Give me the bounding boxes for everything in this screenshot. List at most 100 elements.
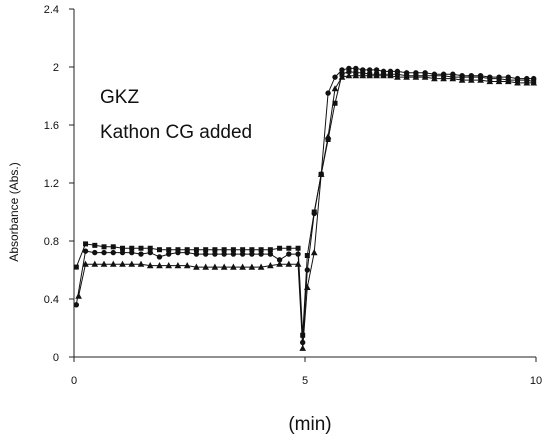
data-point-circle	[212, 251, 218, 257]
data-point-triangle	[468, 76, 475, 83]
data-point-circle	[346, 65, 352, 72]
data-point-circle	[353, 65, 359, 72]
data-point-triangle	[458, 76, 466, 83]
data-point-triangle	[366, 72, 373, 79]
data-point-triangle	[495, 77, 503, 85]
data-point-triangle	[230, 263, 237, 270]
y-tick-label: 0.4	[44, 294, 59, 306]
data-point-circle	[129, 249, 135, 256]
data-point-triangle	[285, 260, 293, 267]
data-point-square	[286, 245, 292, 251]
data-point-circle	[258, 251, 264, 257]
data-point-triangle	[477, 76, 484, 83]
series-square	[73, 68, 537, 338]
series-line	[75, 70, 534, 336]
data-point-triangle	[248, 263, 256, 270]
data-point-circle	[332, 74, 338, 80]
data-point-circle	[524, 75, 530, 82]
data-point-triangle	[146, 262, 154, 269]
data-point-circle	[221, 251, 227, 257]
data-point-circle	[505, 74, 511, 80]
data-point-triangle	[403, 73, 410, 80]
data-point-circle	[110, 249, 116, 256]
data-point-triangle	[394, 73, 401, 80]
y-tick-label: 1.6	[44, 120, 59, 132]
data-point-triangle	[530, 79, 537, 86]
data-point-circle	[339, 67, 345, 73]
data-point-square	[156, 247, 162, 253]
data-point-square	[73, 264, 79, 270]
data-point-triangle	[119, 260, 126, 267]
data-point-circle	[403, 70, 410, 76]
data-point-square	[221, 247, 227, 253]
data-point-circle	[468, 73, 475, 79]
data-point-circle	[450, 71, 456, 77]
data-point-circle	[267, 251, 274, 257]
y-axis-label: Absorbance (Abs.)	[7, 162, 21, 261]
series-circle	[73, 65, 537, 346]
data-point-circle	[156, 254, 163, 260]
data-point-circle	[239, 251, 246, 257]
data-point-square	[332, 100, 338, 106]
data-point-triangle	[128, 260, 136, 267]
data-point-circle	[138, 251, 144, 257]
data-point-triangle	[338, 73, 346, 80]
data-point-triangle	[523, 79, 531, 86]
series-line	[78, 75, 534, 349]
data-point-triangle	[100, 260, 108, 267]
data-point-triangle	[174, 262, 182, 269]
data-point-triangle	[352, 72, 360, 79]
x-axis-label: (min)	[288, 414, 331, 435]
data-point-square	[83, 241, 89, 247]
data-point-square	[110, 244, 116, 250]
data-point-circle	[286, 251, 292, 257]
data-point-circle	[373, 67, 380, 73]
data-point-circle	[119, 249, 126, 256]
data-point-triangle	[75, 292, 82, 299]
data-point-square	[212, 247, 218, 253]
y-tick-label: 2	[53, 62, 59, 74]
data-point-square	[277, 245, 283, 251]
data-point-circle	[82, 248, 89, 254]
data-point-circle	[311, 210, 317, 217]
data-point-triangle	[421, 73, 429, 80]
data-point-triangle	[431, 75, 438, 82]
data-point-triangle	[486, 77, 494, 85]
data-point-circle	[202, 251, 209, 257]
data-point-circle	[249, 251, 255, 257]
data-point-circle	[387, 68, 394, 75]
data-point-circle	[230, 251, 237, 257]
data-point-square	[184, 247, 190, 253]
data-point-triangle	[310, 249, 318, 256]
x-tick-label: 10	[530, 375, 542, 387]
data-point-square	[175, 247, 181, 253]
data-point-circle	[295, 251, 301, 257]
data-point-triangle	[156, 262, 163, 269]
data-point-square	[240, 247, 246, 253]
data-point-circle	[422, 70, 428, 76]
data-point-triangle	[317, 170, 325, 177]
data-point-square	[193, 247, 199, 253]
data-point-circle	[101, 249, 107, 256]
data-point-triangle	[276, 260, 283, 267]
data-point-circle	[147, 249, 153, 256]
data-point-square	[325, 137, 331, 142]
data-point-triangle	[91, 260, 99, 267]
data-point-circle	[175, 249, 181, 256]
data-point-circle	[413, 70, 419, 76]
data-point-triangle	[514, 79, 521, 86]
data-point-circle	[92, 249, 98, 256]
data-point-triangle	[387, 72, 394, 79]
y-tick-label: 1.2	[44, 178, 59, 190]
data-point-square	[129, 245, 135, 251]
data-point-square	[346, 68, 352, 74]
annotation-kathon: Kathon CG added	[100, 122, 252, 143]
data-point-circle	[73, 302, 80, 308]
y-tick-label: 0.8	[44, 236, 59, 248]
data-point-square	[138, 245, 144, 251]
data-point-square	[92, 242, 98, 248]
data-point-square	[147, 245, 153, 251]
series-layer	[73, 65, 537, 351]
data-point-square	[203, 247, 209, 253]
data-point-triangle	[331, 85, 339, 92]
